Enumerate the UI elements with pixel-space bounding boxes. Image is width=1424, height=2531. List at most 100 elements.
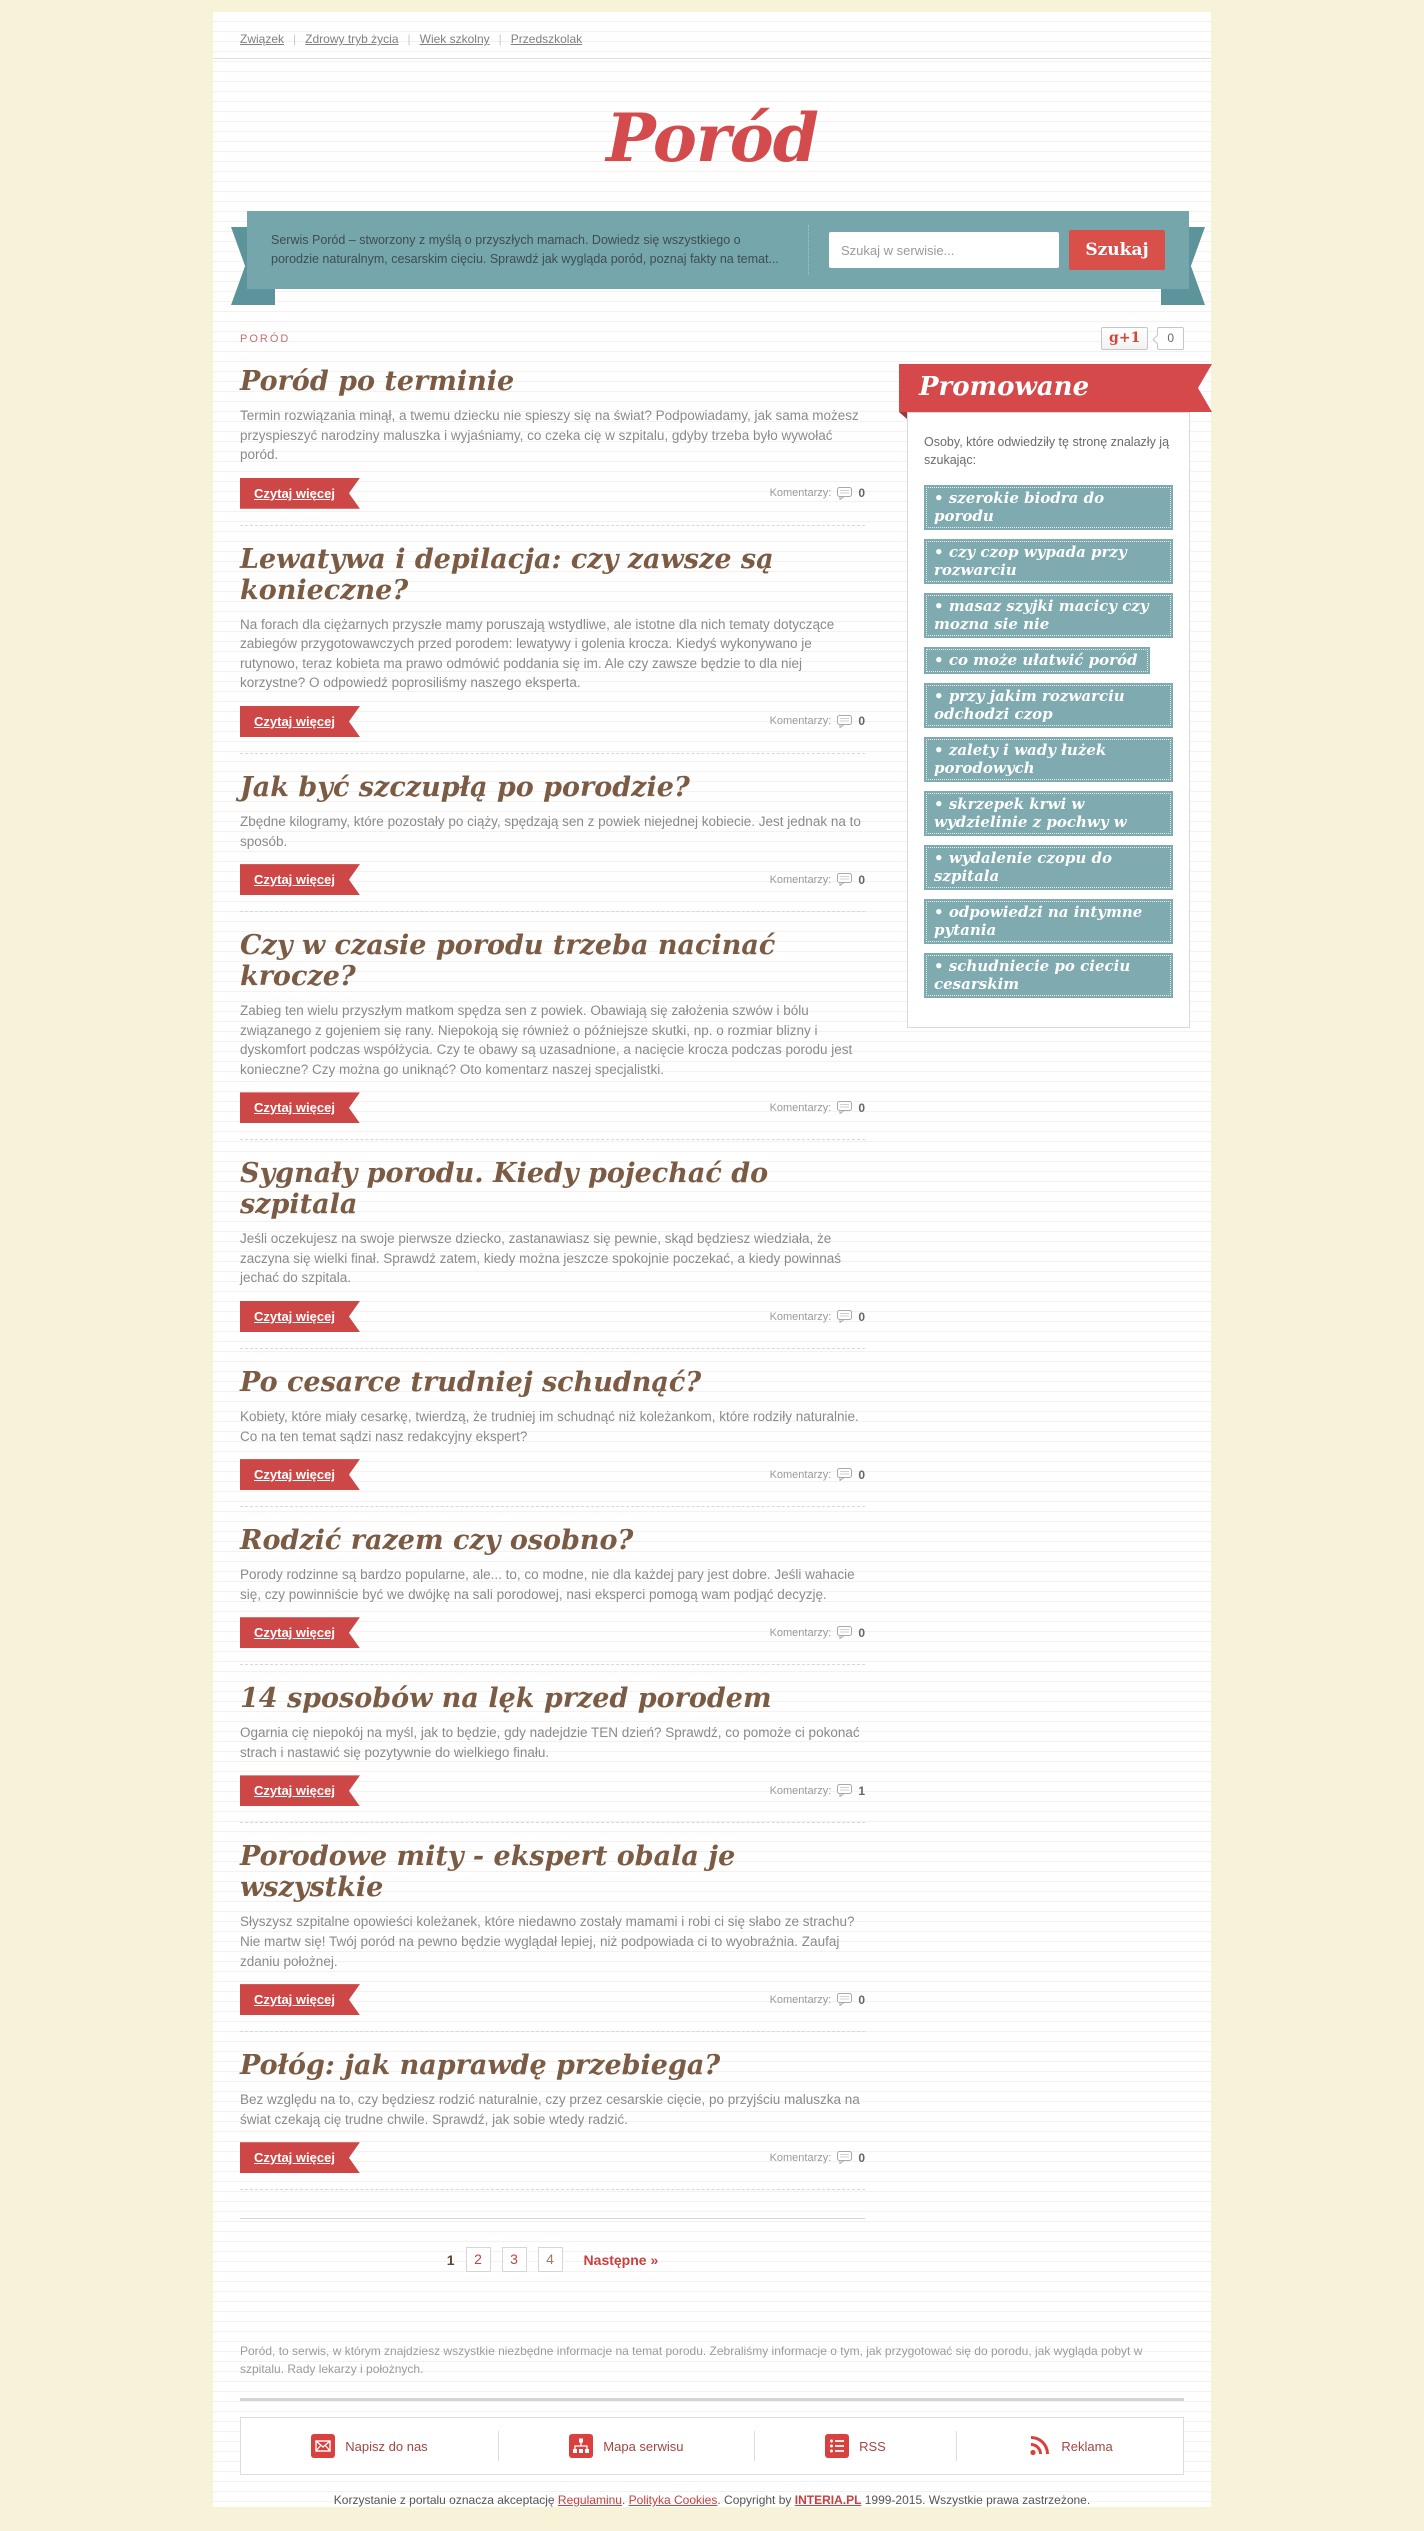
pagination-page-link[interactable]: 4 — [537, 2247, 563, 2273]
comments-label: Komentarzy: — [769, 1101, 832, 1114]
promoted-tag-link[interactable]: schudniecie po cieciu cesarskim — [924, 953, 1173, 999]
comments-link[interactable]: Komentarzy: 0 — [770, 2151, 865, 2165]
comments-link[interactable]: Komentarzy: 0 — [770, 1626, 865, 1640]
promoted-tag-link[interactable]: zalety i wady łużek porodowych — [924, 737, 1173, 783]
read-more-button[interactable]: Czytaj więcej — [240, 1301, 360, 1332]
footer-links-bar: Napisz do nas Mapa serwisu — [240, 2417, 1184, 2476]
comment-bubble-icon — [837, 714, 853, 728]
comments-link[interactable]: Komentarzy: 0 — [770, 1993, 865, 2007]
article-title[interactable]: Czy w czasie porodu trzeba nacinać krocz… — [240, 930, 776, 993]
article-excerpt: Zbędne kilogramy, które pozostały po cią… — [240, 813, 861, 849]
top-navigation: Związek | Zdrowy tryb życia | Wiek szkolny | P… — [213, 18, 1211, 59]
article-item: 14 sposobów na lęk przed porodem Ogarnia… — [240, 1683, 865, 1824]
comments-link[interactable]: Komentarzy: 1 — [770, 1784, 865, 1798]
comments-link[interactable]: Komentarzy: 0 — [770, 873, 865, 887]
comment-bubble-icon — [837, 1626, 853, 1640]
article-excerpt: Słyszysz szpitalne opowieści koleżanek, … — [240, 1914, 855, 1969]
read-more-button[interactable]: Czytaj więcej — [240, 1984, 360, 2015]
comment-bubble-icon — [837, 1468, 853, 1482]
read-more-button[interactable]: Czytaj więcej — [240, 1775, 360, 1806]
article-title[interactable]: Po cesarce trudniej schudnąć? — [240, 1367, 702, 1398]
article-actions: Czytaj więcej Komentarzy: 0 — [240, 1459, 865, 1490]
breadcrumb-row: PORÓD g+1 0 — [240, 327, 1184, 350]
comments-label: Komentarzy: — [769, 873, 832, 886]
comments-link[interactable]: Komentarzy: 0 — [770, 1310, 865, 1324]
pagination-page-link[interactable]: 2 — [465, 2247, 491, 2273]
cookies-policy-link[interactable]: Polityka Cookies — [628, 2493, 718, 2508]
promoted-tag-link[interactable]: przy jakim rozwarciu odchodzi czop — [924, 683, 1173, 729]
nav-item-wiek-szkolny[interactable]: Wiek szkolny — [419, 32, 490, 46]
pagination-next-link[interactable]: Następne » — [583, 2251, 659, 2268]
read-more-button[interactable]: Czytaj więcej — [240, 706, 360, 737]
comment-bubble-icon — [837, 873, 853, 887]
article-excerpt: Ogarnia cię niepokój na myśl, jak to będ… — [240, 1725, 860, 1760]
article-excerpt: Na forach dla ciężarnych przyszłe mamy p… — [240, 616, 835, 691]
read-more-button[interactable]: Czytaj więcej — [240, 1459, 360, 1490]
rss-list-icon — [825, 2434, 850, 2459]
promoted-tag-link[interactable]: szerokie biodra do porodu — [924, 485, 1173, 531]
footer-link-sitemap[interactable]: Mapa serwisu — [569, 2434, 683, 2459]
pagination-current-page: 1 — [446, 2251, 455, 2268]
comments-count: 0 — [858, 2150, 865, 2165]
page-container: Związek | Zdrowy tryb życia | Wiek szkolny | P… — [213, 12, 1211, 2508]
article-title[interactable]: Jak być szczupłą po porodzie? — [240, 771, 690, 803]
interia-link[interactable]: INTERIA.PL — [794, 2493, 862, 2508]
read-more-button[interactable]: Czytaj więcej — [240, 1617, 360, 1648]
promoted-tag-link[interactable]: czy czop wypada przy rozwarciu — [924, 539, 1173, 585]
article-actions: Czytaj więcej Komentarzy: 0 — [240, 478, 865, 509]
footer-separator — [497, 2431, 499, 2462]
pagination-page-link[interactable]: 3 — [501, 2247, 527, 2273]
promoted-tag-link[interactable]: co może ułatwić poród — [924, 647, 1150, 675]
comments-count: 0 — [858, 714, 865, 729]
article-item: Porodowe mity - ekspert obala je wszystk… — [240, 1841, 865, 2033]
article-title[interactable]: Porodowe mity - ekspert obala je wszystk… — [240, 1841, 736, 1904]
footer-separator — [956, 2431, 958, 2462]
comments-link[interactable]: Komentarzy: 0 — [770, 714, 865, 728]
article-excerpt: Zabieg ten wielu przyszłym matkom spędza… — [240, 1003, 853, 1077]
article-title[interactable]: Sygnały porodu. Kiedy pojechać do szpita… — [240, 1158, 769, 1221]
read-more-button[interactable]: Czytaj więcej — [240, 478, 360, 509]
article-title[interactable]: Połóg: jak naprawdę przebiega? — [240, 2050, 721, 2082]
nav-item-przedszkolak[interactable]: Przedszkolak — [510, 32, 583, 46]
promoted-intro: Osoby, które odwiedziły tę stronę znalaz… — [924, 435, 1170, 468]
promoted-tag-link[interactable]: masaz szyjki macicy czy mozna sie nie — [924, 593, 1173, 639]
promoted-tag-link[interactable]: skrzepek krwi w wydzielinie z pochwy w — [924, 791, 1173, 837]
article-actions: Czytaj więcej Komentarzy: 0 — [240, 2142, 865, 2173]
intro-banner: Serwis Poród – stworzony z myślą o przys… — [247, 211, 1189, 289]
read-more-button[interactable]: Czytaj więcej — [240, 864, 360, 895]
comments-count: 0 — [858, 872, 865, 887]
comment-bubble-icon — [837, 1101, 853, 1115]
promoted-tag-link[interactable]: odpowiedzi na intymne pytania — [924, 899, 1173, 945]
search-button[interactable]: Szukaj — [1069, 230, 1165, 270]
article-title[interactable]: Poród po terminie — [240, 366, 515, 397]
nav-item-zwiazek[interactable]: Związek — [240, 32, 285, 46]
article-title[interactable]: Lewatywa i depilacja: czy zawsze są koni… — [240, 543, 774, 606]
article-excerpt: Bez względu na to, czy będziesz rodzić n… — [240, 2092, 860, 2127]
search-input[interactable] — [829, 232, 1059, 268]
broadcast-icon — [1030, 2436, 1050, 2456]
read-more-button[interactable]: Czytaj więcej — [240, 2142, 360, 2173]
breadcrumb[interactable]: PORÓD — [240, 332, 291, 345]
promoted-tag-link[interactable]: wydalenie czopu do szpitala — [924, 845, 1173, 891]
nav-item-zdrowy-tryb-zycia[interactable]: Zdrowy tryb życia — [305, 32, 399, 46]
article-excerpt: Jeśli oczekujesz na swoje pierwsze dziec… — [240, 1231, 842, 1286]
read-more-button[interactable]: Czytaj więcej — [240, 1092, 360, 1123]
article-title[interactable]: 14 sposobów na lęk przed porodem — [240, 1683, 772, 1715]
comments-link[interactable]: Komentarzy: 0 — [770, 1101, 865, 1115]
footer-link-rss[interactable]: RSS — [825, 2434, 886, 2459]
article-actions: Czytaj więcej Komentarzy: 1 — [240, 1775, 865, 1806]
comments-label: Komentarzy: — [769, 1626, 832, 1639]
comments-link[interactable]: Komentarzy: 0 — [770, 486, 865, 500]
plusone-button[interactable]: g+1 — [1101, 327, 1149, 350]
comments-count: 0 — [858, 1992, 865, 2007]
footer-link-advertising[interactable]: Reklama — [1027, 2434, 1113, 2458]
comments-link[interactable]: Komentarzy: 0 — [770, 1468, 865, 1482]
article-actions: Czytaj więcej Komentarzy: 0 — [240, 1092, 865, 1123]
site-logo-link[interactable]: Poród — [606, 99, 819, 177]
article-item: Połóg: jak naprawdę przebiega? Bez wzglę… — [240, 2050, 865, 2191]
footer-link-label: Napisz do nas — [345, 2438, 428, 2454]
article-title[interactable]: Rodzić razem czy osobno? — [240, 1525, 634, 1557]
terms-link[interactable]: Regulaminu — [557, 2493, 622, 2508]
footer-link-contact[interactable]: Napisz do nas — [311, 2434, 428, 2459]
pagination: 1 2 3 4 Następne » — [240, 2247, 865, 2273]
